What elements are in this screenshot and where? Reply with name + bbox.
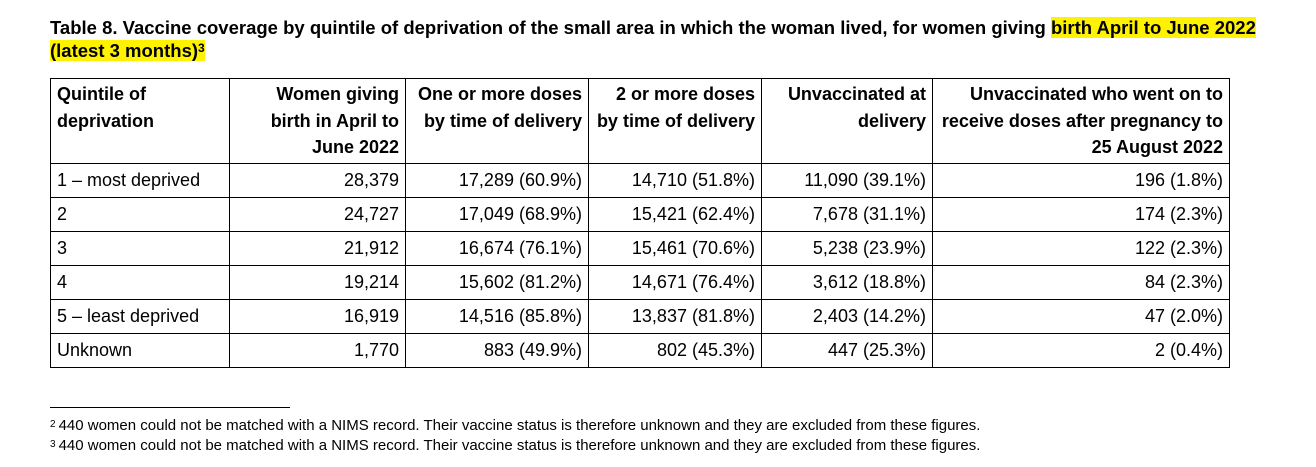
- footnote: 3 440 women could not be matched with a N…: [50, 436, 980, 456]
- footnote-text: 440 women could not be matched with a NI…: [58, 437, 981, 454]
- vaccine-coverage-table: Quintile of deprivation Women giving bir…: [50, 78, 1230, 368]
- table-cell: 24,727: [229, 196, 406, 232]
- table-cell: 16,674 (76.1%): [405, 230, 589, 266]
- header-one-or-more-doses: One or more doses by time of delivery: [405, 78, 589, 164]
- table-cell: 5,238 (23.9%): [761, 230, 933, 266]
- table-cell: 14,516 (85.8%): [405, 298, 589, 334]
- table-cell: 2: [50, 196, 230, 232]
- table-cell: 15,461 (70.6%): [588, 230, 762, 266]
- table-cell: 7,678 (31.1%): [761, 196, 933, 232]
- footnotes: 2 440 women could not be matched with a N…: [50, 416, 980, 456]
- caption-highlight-text: birth April to June 2022 (latest 3 month…: [50, 17, 1256, 61]
- table-cell: 47 (2.0%): [932, 298, 1230, 334]
- table-cell: 1,770: [229, 332, 406, 368]
- table-cell: 11,090 (39.1%): [761, 162, 933, 198]
- table-cell: 122 (2.3%): [932, 230, 1230, 266]
- footnote-number: 3: [50, 439, 56, 450]
- table-row: 2 24,727 17,049 (68.9%) 15,421 (62.4%) 7…: [50, 196, 1230, 232]
- table-cell: 17,049 (68.9%): [405, 196, 589, 232]
- table-cell: Unknown: [50, 332, 230, 368]
- header-unvaccinated: Unvaccinated at delivery: [761, 78, 933, 164]
- table-cell: 1 – most deprived: [50, 162, 230, 198]
- footnote-ref: 3: [198, 41, 205, 55]
- table-cell: 15,602 (81.2%): [405, 264, 589, 300]
- table-cell: 19,214: [229, 264, 406, 300]
- header-two-or-more-doses: 2 or more doses by time of delivery: [588, 78, 762, 164]
- footnote-divider: [50, 407, 290, 408]
- header-row: Quintile of deprivation Women giving bir…: [50, 78, 1230, 164]
- table-cell: 16,919: [229, 298, 406, 334]
- table-row: 5 – least deprived 16,919 14,516 (85.8%)…: [50, 298, 1230, 334]
- table-cell: 28,379: [229, 162, 406, 198]
- table-cell: 84 (2.3%): [932, 264, 1230, 300]
- table-cell: 2,403 (14.2%): [761, 298, 933, 334]
- table-cell: 883 (49.9%): [405, 332, 589, 368]
- footnote-text: 440 women could not be matched with a NI…: [58, 417, 981, 434]
- table-row: 4 19,214 15,602 (81.2%) 14,671 (76.4%) 3…: [50, 264, 1230, 300]
- table-cell: 2 (0.4%): [932, 332, 1230, 368]
- table-row: 3 21,912 16,674 (76.1%) 15,461 (70.6%) 5…: [50, 230, 1230, 266]
- table-cell: 17,289 (60.9%): [405, 162, 589, 198]
- table-cell: 3,612 (18.8%): [761, 264, 933, 300]
- table-cell: 174 (2.3%): [932, 196, 1230, 232]
- table-cell: 447 (25.3%): [761, 332, 933, 368]
- table-cell: 14,710 (51.8%): [588, 162, 762, 198]
- table-cell: 15,421 (62.4%): [588, 196, 762, 232]
- table-cell: 5 – least deprived: [50, 298, 230, 334]
- table-caption: Table 8. Vaccine coverage by quintile of…: [50, 16, 1280, 62]
- table-cell: 3: [50, 230, 230, 266]
- table-row: 1 – most deprived 28,379 17,289 (60.9%) …: [50, 162, 1230, 198]
- table-cell: 21,912: [229, 230, 406, 266]
- footnote: 2 440 women could not be matched with a N…: [50, 416, 980, 436]
- table-cell: 196 (1.8%): [932, 162, 1230, 198]
- footnote-number: 2: [50, 419, 56, 430]
- header-quintile: Quintile of deprivation: [50, 78, 230, 164]
- caption-text: Table 8. Vaccine coverage by quintile of…: [50, 17, 1051, 38]
- table-cell: 802 (45.3%): [588, 332, 762, 368]
- table-cell: 14,671 (76.4%): [588, 264, 762, 300]
- header-unvaccinated-after: Unvaccinated who went on to receive dose…: [932, 78, 1230, 164]
- table-cell: 4: [50, 264, 230, 300]
- table-cell: 13,837 (81.8%): [588, 298, 762, 334]
- header-women-giving-birth: Women giving birth in April to June 2022: [229, 78, 406, 164]
- table-row: Unknown 1,770 883 (49.9%) 802 (45.3%) 44…: [50, 332, 1230, 368]
